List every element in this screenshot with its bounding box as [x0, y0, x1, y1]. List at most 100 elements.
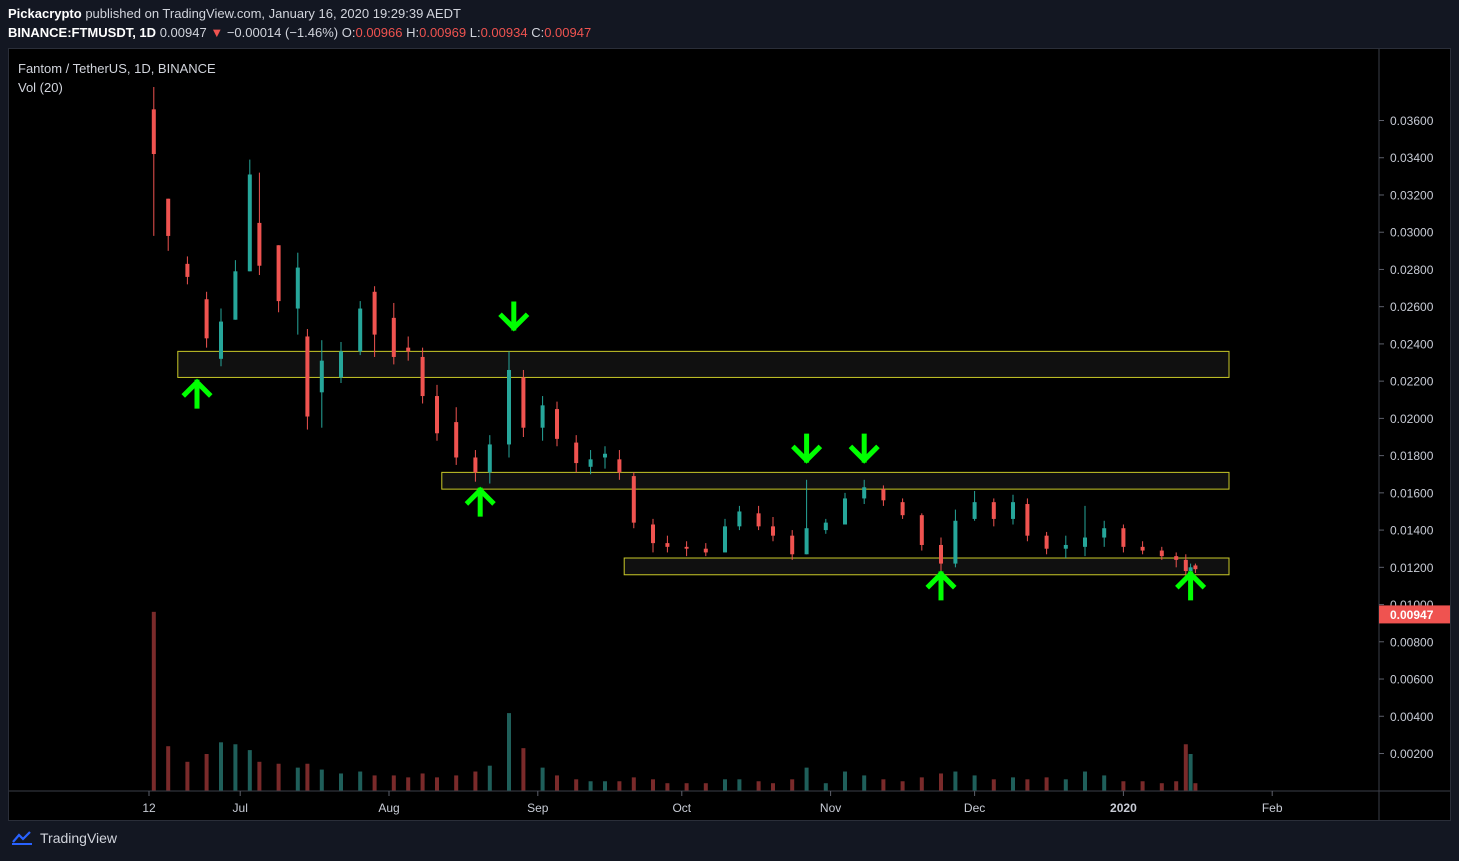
arrow-shape — [498, 301, 530, 332]
down-arrow-icon — [791, 433, 823, 464]
volume-bar — [1159, 783, 1164, 791]
volume-bars — [151, 611, 1198, 791]
footer-bar: TradingView — [0, 822, 1459, 861]
high-value: 0.00969 — [419, 25, 467, 40]
x-tick-label: 12 — [142, 801, 156, 815]
volume-bar — [507, 713, 511, 791]
volume-bar — [257, 761, 262, 791]
low-value: 0.00934 — [480, 25, 528, 40]
volume-bar — [617, 781, 622, 791]
candle-body — [1025, 504, 1030, 536]
volume-bar — [737, 779, 742, 791]
y-tick-label: 0.02000 — [1390, 412, 1434, 426]
zone-0[interactable] — [177, 350, 1230, 378]
volume-bar — [1183, 744, 1188, 791]
volume-bar — [919, 777, 924, 791]
support-resistance-zones — [177, 350, 1230, 576]
last-price-tag-bg — [1379, 605, 1450, 624]
volume-bar — [420, 773, 425, 791]
volume-bar — [1083, 771, 1087, 791]
y-tick-label: 0.01200 — [1390, 561, 1434, 575]
y-tick-label: 0.03600 — [1390, 114, 1434, 128]
volume-bar — [723, 779, 727, 791]
candle-body — [703, 548, 708, 553]
candle-body — [185, 263, 190, 277]
zone-2[interactable] — [623, 557, 1230, 576]
tradingview-logo[interactable]: TradingView — [10, 830, 117, 846]
candle-body — [1183, 559, 1188, 572]
candle-body — [953, 520, 958, 564]
x-tick-label: Dec — [964, 801, 985, 815]
candle-body — [151, 109, 156, 155]
candle-body — [257, 222, 262, 266]
volume-bar — [1140, 781, 1145, 791]
y-tick-label: 0.03400 — [1390, 151, 1434, 165]
candle-body — [631, 476, 636, 523]
publish-header: Pickacrypto published on TradingView.com… — [0, 0, 1459, 46]
candle-body — [507, 369, 511, 445]
volume-bar — [900, 781, 905, 791]
volume-bar — [487, 765, 492, 791]
volume-bar — [1044, 777, 1049, 791]
volume-bar — [1174, 781, 1179, 791]
arrow-shape — [1175, 570, 1207, 601]
author-name[interactable]: Pickacrypto — [8, 6, 82, 21]
volume-bar — [454, 775, 459, 791]
candle-body — [233, 271, 238, 320]
volume-bar — [247, 750, 252, 791]
candle-body — [823, 522, 828, 531]
volume-bar — [953, 771, 958, 791]
candle-body — [737, 511, 742, 527]
tradingview-cloud-icon — [12, 831, 32, 845]
y-tick-label: 0.02200 — [1390, 375, 1434, 389]
candle-body — [1174, 556, 1179, 560]
price-axis[interactable]: 0.03600 0.03400 0.03200 0.03000 0.02800 0.026… — [1379, 114, 1434, 761]
volume-bar — [1193, 783, 1198, 791]
volume-bar — [972, 775, 977, 791]
x-tick-label: Sep — [527, 801, 549, 815]
volume-bar — [603, 781, 607, 791]
zone-1[interactable] — [441, 471, 1230, 490]
low-label: L: — [469, 25, 481, 40]
volume-bar — [358, 771, 363, 791]
candle-body — [1193, 565, 1198, 570]
volume-bar — [939, 773, 943, 791]
volume-bar — [862, 775, 867, 791]
volume-bar — [151, 611, 156, 791]
y-tick-label: 0.01400 — [1390, 524, 1434, 538]
candle-body — [1121, 528, 1126, 547]
quote-line: BINANCE:FTMUSDT, 1D 0.00947 ▼ −0.00014 (… — [8, 25, 591, 40]
volume-bar — [756, 781, 761, 791]
volume-bar — [219, 742, 223, 791]
candle-body — [473, 457, 478, 473]
y-tick-label: 0.00200 — [1390, 747, 1434, 761]
time-axis[interactable]: 12 Jul Aug Sep Oct Nov Dec 2020 Feb — [142, 791, 1283, 815]
volume-bar — [651, 779, 655, 791]
volume-bar — [631, 777, 636, 791]
candle-body — [1011, 502, 1015, 519]
candle-body — [319, 360, 324, 393]
candle-body — [358, 308, 363, 352]
volume-bar — [1011, 777, 1015, 791]
x-tick-label: Feb — [1262, 801, 1283, 815]
volume-bar — [372, 775, 377, 791]
candle-body — [684, 546, 689, 549]
up-arrow-icon — [1175, 570, 1207, 601]
x-tick-label: Jul — [233, 801, 248, 815]
candle-body — [771, 526, 775, 536]
candle-body — [881, 489, 886, 501]
volume-bar — [473, 771, 478, 791]
arrow-shape — [181, 378, 213, 409]
y-tick-label: 0.03000 — [1390, 226, 1434, 240]
candle-body — [900, 502, 905, 516]
volume-bar — [823, 783, 828, 791]
volume-bar — [435, 777, 439, 791]
last-price-tag-label: 0.00947 — [1390, 608, 1434, 622]
up-arrow-icon — [925, 570, 957, 601]
volume-bar — [790, 779, 795, 791]
candle-body — [804, 528, 809, 555]
volume-bar — [521, 748, 526, 791]
y-tick-label: 0.00800 — [1390, 635, 1434, 649]
chart-panel[interactable]: 0.03600 0.03400 0.03200 0.03000 0.02800 0.026… — [8, 48, 1451, 821]
candlestick-chart[interactable]: 0.03600 0.03400 0.03200 0.03000 0.02800 0.026… — [9, 49, 1450, 820]
